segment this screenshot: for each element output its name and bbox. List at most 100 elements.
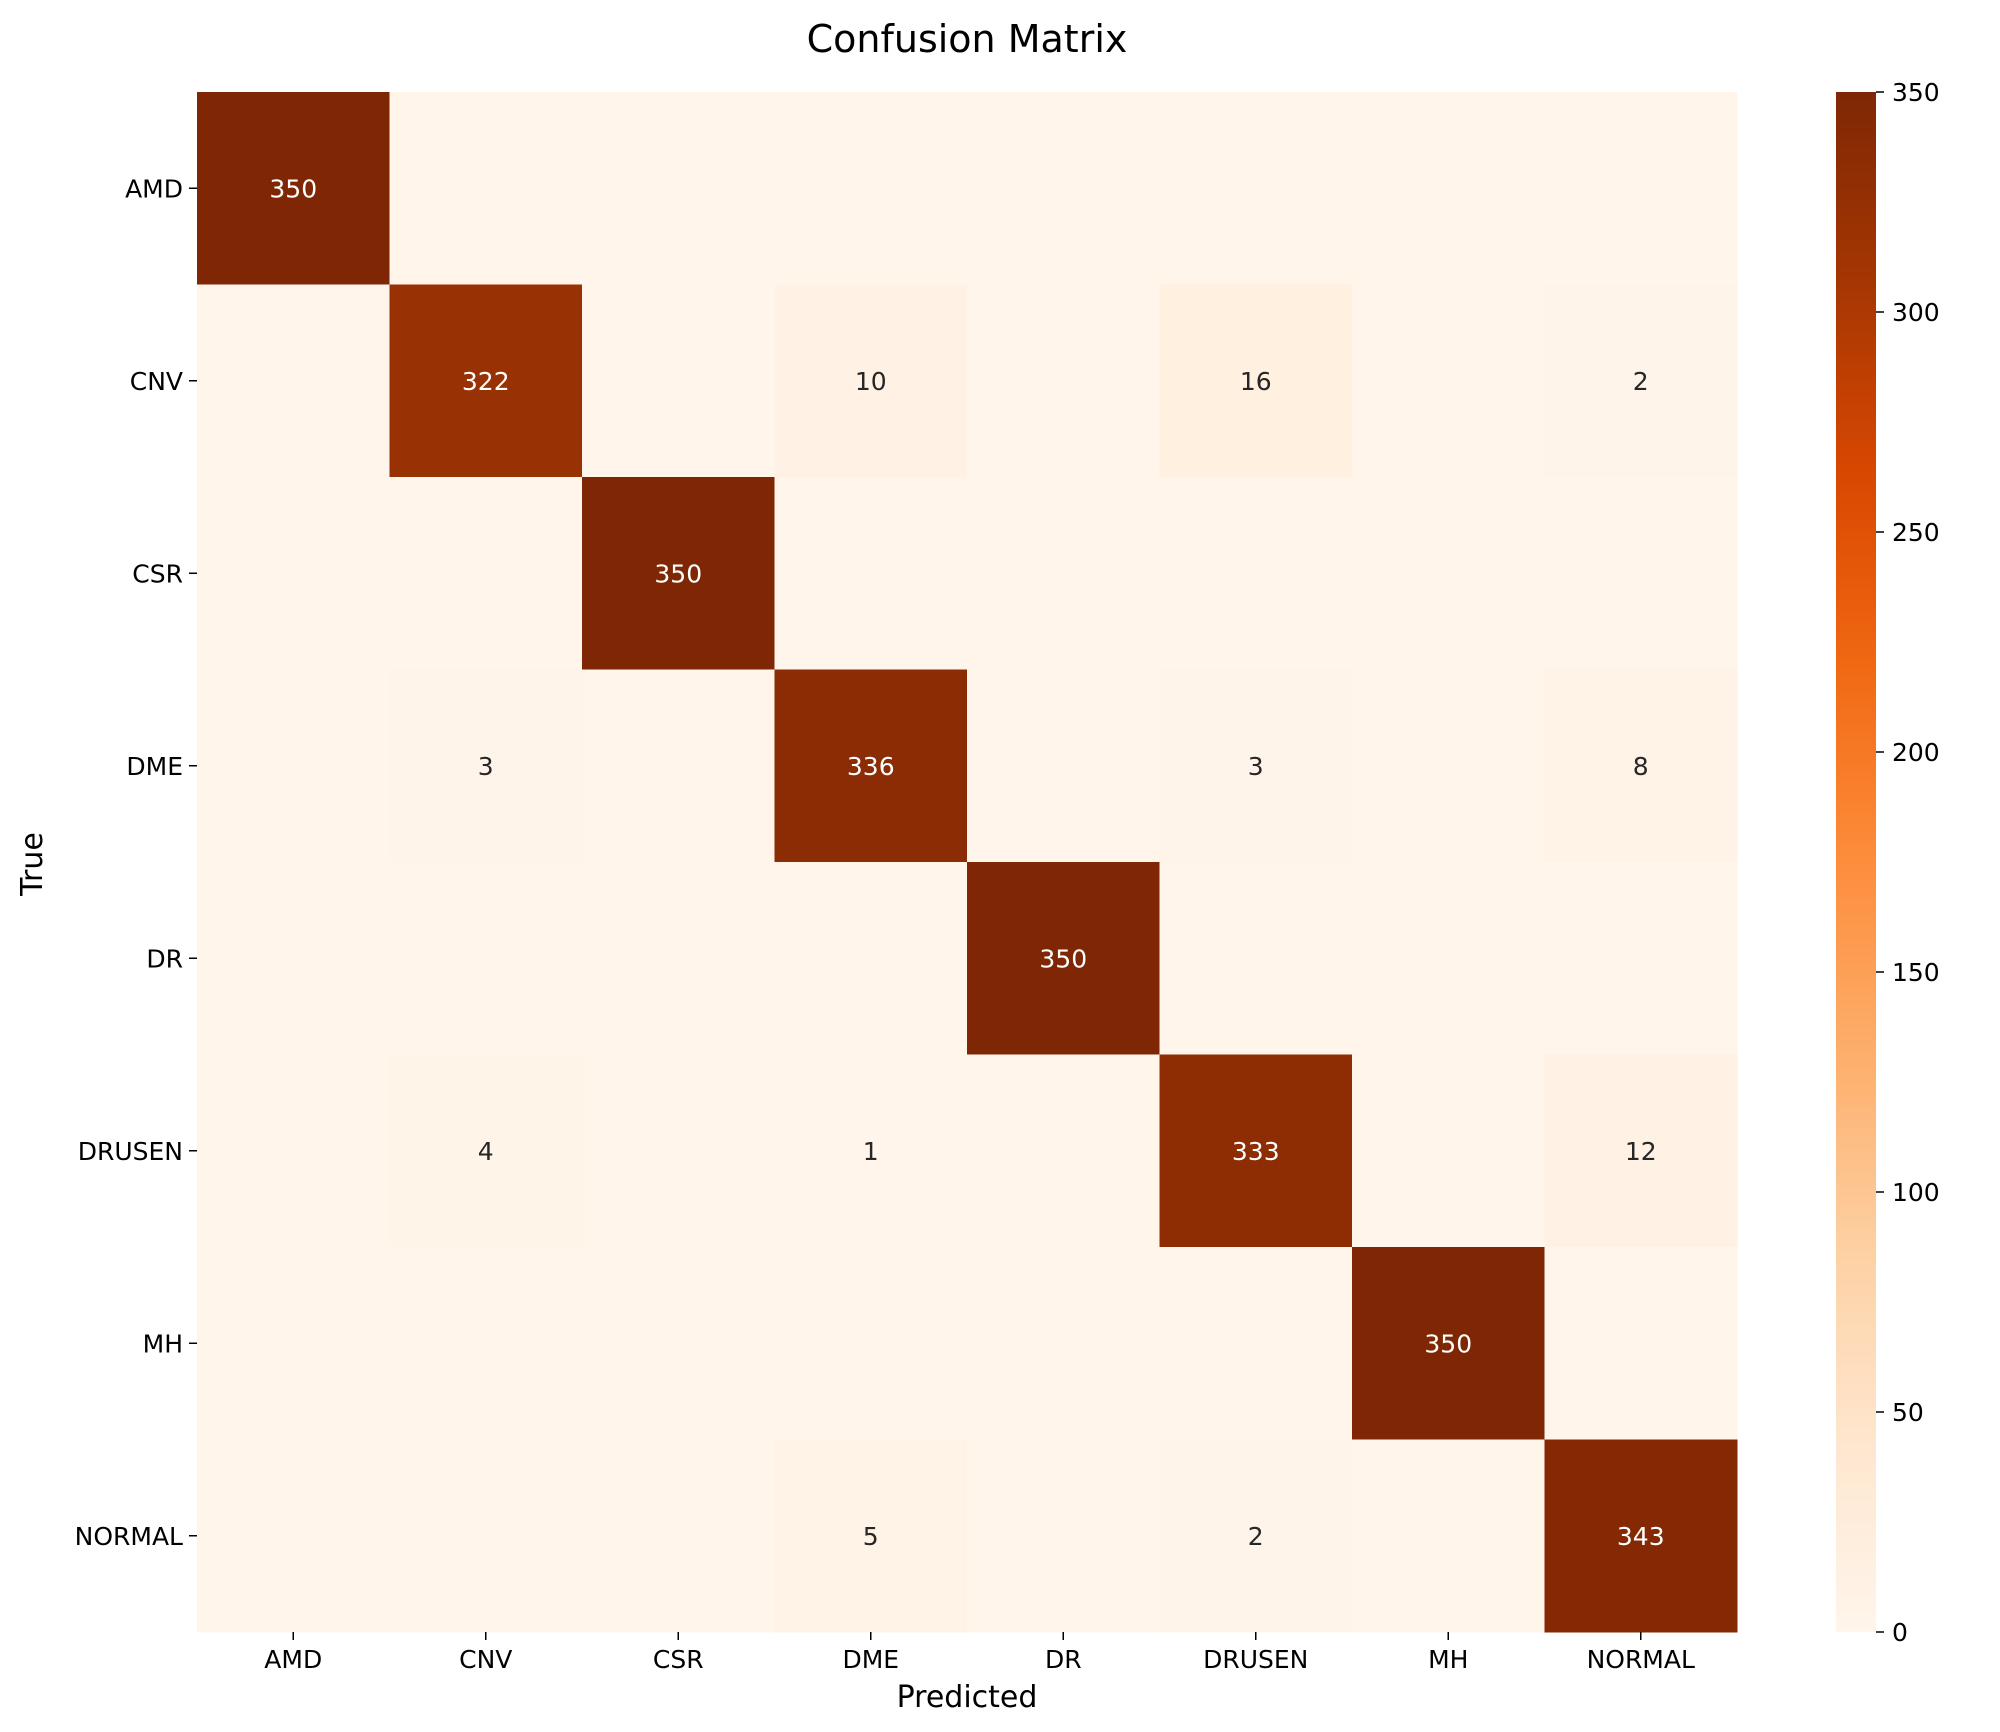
heatmap-cell <box>389 92 583 285</box>
cell-value-label: 8 <box>1633 752 1649 781</box>
heatmap-cell <box>774 1247 968 1440</box>
y-tick-label: AMD <box>125 174 183 203</box>
heatmap-cell <box>774 284 968 478</box>
cell-value-label: 350 <box>269 174 317 203</box>
x-tick-label: NORMAL <box>1587 1645 1695 1674</box>
heatmap-cell <box>197 862 390 1055</box>
heatmap-cell <box>1544 1247 1738 1440</box>
heatmap-cell <box>1159 1247 1353 1440</box>
heatmap-cell <box>774 477 968 670</box>
heatmap-cell <box>1352 284 1545 478</box>
cell-value-label: 336 <box>847 752 895 781</box>
cell-value-label: 2 <box>1248 1522 1264 1551</box>
x-tick-label: DME <box>842 1645 899 1674</box>
heatmap-cell <box>774 92 968 285</box>
heatmap-cell <box>1159 477 1353 670</box>
colorbar-tick-label: 250 <box>1892 518 1940 547</box>
heatmap-cell <box>197 1247 390 1440</box>
cell-value-label: 350 <box>654 559 702 588</box>
cell-value-label: 3 <box>478 752 494 781</box>
cell-value-label: 333 <box>1232 1137 1280 1166</box>
heatmap-cells <box>197 92 1738 1633</box>
heatmap-cell <box>1352 669 1545 863</box>
heatmap-cell <box>389 1247 583 1440</box>
colorbar <box>1836 92 1876 1632</box>
heatmap-cell <box>967 1439 1160 1633</box>
heatmap-cell <box>582 92 775 285</box>
y-tick-label: NORMAL <box>75 1522 183 1551</box>
heatmap-cell <box>389 1054 583 1248</box>
heatmap-cell <box>197 284 390 478</box>
heatmap-cell <box>389 669 583 863</box>
heatmap-cell <box>967 669 1160 863</box>
cell-value-label: 1 <box>863 1137 879 1166</box>
heatmap-cell-labels: 350 322 10 16 2 350 3 336 3 8 350 4 1 333 12 350 5 2 343 <box>269 174 1664 1551</box>
colorbar-tick-label: 50 <box>1892 1398 1924 1427</box>
heatmap-cell <box>582 477 775 670</box>
heatmap-cell <box>1352 862 1545 1055</box>
heatmap-cell <box>389 284 583 478</box>
heatmap-cell <box>1352 1439 1545 1633</box>
heatmap-cell <box>1159 862 1353 1055</box>
y-tick-label: CSR <box>132 559 183 588</box>
heatmap-cell <box>197 1054 390 1248</box>
x-axis-ticks: AMD CNV CSR DME DR DRUSEN MH NORMAL <box>264 1632 1695 1674</box>
heatmap-cell <box>582 669 775 863</box>
heatmap-cell <box>967 1247 1160 1440</box>
y-tick-label: CNV <box>130 367 183 396</box>
heatmap-cell <box>1159 284 1353 478</box>
y-tick-label: DME <box>126 752 183 781</box>
heatmap-cell <box>1544 862 1738 1055</box>
heatmap-cell <box>582 1247 775 1440</box>
heatmap-cell <box>967 284 1160 478</box>
heatmap-cell <box>1544 92 1738 285</box>
y-tick-label: DRUSEN <box>78 1137 183 1166</box>
x-tick-label: CNV <box>459 1645 512 1674</box>
heatmap-cell <box>1352 477 1545 670</box>
cell-value-label: 2 <box>1633 367 1649 396</box>
colorbar-tick-label: 0 <box>1892 1618 1908 1647</box>
colorbar-tick-label: 150 <box>1892 958 1940 987</box>
cell-value-label: 350 <box>1039 944 1087 973</box>
heatmap-cell <box>967 477 1160 670</box>
heatmap-cell <box>1544 669 1738 863</box>
cell-value-label: 350 <box>1424 1329 1472 1358</box>
heatmap-cell <box>197 92 390 285</box>
cell-value-label: 322 <box>462 367 510 396</box>
heatmap-cell <box>1544 1054 1738 1248</box>
heatmap-cell <box>774 1054 968 1248</box>
x-tick-label: CSR <box>653 1645 704 1674</box>
heatmap-cell <box>582 1439 775 1633</box>
heatmap-cell <box>1159 1054 1353 1248</box>
heatmap-cell <box>389 477 583 670</box>
colorbar-tick-label: 300 <box>1892 298 1940 327</box>
x-tick-label: DR <box>1045 1645 1082 1674</box>
heatmap-cell <box>967 1054 1160 1248</box>
heatmap-cell <box>1159 1439 1353 1633</box>
cell-value-label: 10 <box>855 367 887 396</box>
x-tick-label: MH <box>1428 1645 1468 1674</box>
colorbar-tick-label: 200 <box>1892 738 1940 767</box>
heatmap-cell <box>197 669 390 863</box>
heatmap-cell <box>1352 92 1545 285</box>
x-tick-label: DRUSEN <box>1203 1645 1308 1674</box>
y-axis-ticks: AMD CNV CSR DME DR DRUSEN MH NORMAL <box>75 174 197 1551</box>
x-axis-label: Predicted <box>897 1680 1038 1715</box>
cell-value-label: 343 <box>1617 1522 1665 1551</box>
heatmap-cell <box>967 862 1160 1055</box>
heatmap-cell <box>1159 669 1353 863</box>
y-tick-label: DR <box>146 944 183 973</box>
y-tick-label: MH <box>143 1329 183 1358</box>
heatmap-cell <box>774 862 968 1055</box>
heatmap-cell <box>582 1054 775 1248</box>
y-axis-label: True <box>15 832 50 897</box>
heatmap-cell <box>197 1439 390 1633</box>
cell-value-label: 12 <box>1625 1137 1657 1166</box>
heatmap-cell <box>389 1439 583 1633</box>
colorbar-tick-label: 350 <box>1892 78 1940 107</box>
heatmap-cell <box>1544 284 1738 478</box>
heatmap-cell <box>774 669 968 863</box>
cell-value-label: 4 <box>478 1137 494 1166</box>
heatmap-cell <box>389 862 583 1055</box>
